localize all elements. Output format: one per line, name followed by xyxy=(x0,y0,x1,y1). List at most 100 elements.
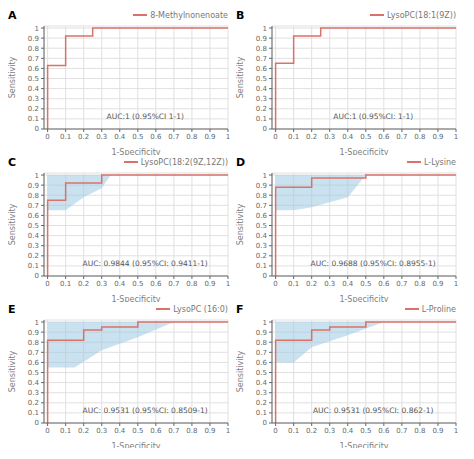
svg-text:0.1: 0.1 xyxy=(28,262,39,270)
svg-text:0: 0 xyxy=(45,133,49,141)
svg-text:0.5: 0.5 xyxy=(132,280,143,288)
svg-text:0.2: 0.2 xyxy=(78,427,89,435)
svg-text:0.5: 0.5 xyxy=(28,369,39,377)
svg-text:0.3: 0.3 xyxy=(256,242,267,250)
svg-text:0.2: 0.2 xyxy=(28,105,39,113)
svg-text:0: 0 xyxy=(45,427,49,435)
svg-text:0.9: 0.9 xyxy=(28,35,39,43)
svg-text:0: 0 xyxy=(263,125,267,133)
svg-text:0.3: 0.3 xyxy=(324,427,335,435)
svg-text:1: 1 xyxy=(454,427,458,435)
svg-text:0.5: 0.5 xyxy=(256,222,267,230)
svg-text:0.6: 0.6 xyxy=(150,133,162,141)
svg-text:0.8: 0.8 xyxy=(28,192,39,200)
svg-text:0.7: 0.7 xyxy=(396,133,407,141)
svg-text:1: 1 xyxy=(263,25,267,33)
svg-text:0.7: 0.7 xyxy=(256,55,267,63)
svg-text:0.2: 0.2 xyxy=(306,280,317,288)
svg-text:0.7: 0.7 xyxy=(256,202,267,210)
svg-text:0.2: 0.2 xyxy=(28,399,39,407)
svg-text:0: 0 xyxy=(45,280,49,288)
svg-text:0.6: 0.6 xyxy=(378,280,390,288)
svg-text:0.1: 0.1 xyxy=(60,133,71,141)
svg-text:0.8: 0.8 xyxy=(28,339,39,347)
svg-text:0.6: 0.6 xyxy=(150,280,162,288)
svg-text:0.5: 0.5 xyxy=(28,75,39,83)
svg-text:0.2: 0.2 xyxy=(78,280,89,288)
svg-text:0.9: 0.9 xyxy=(432,280,443,288)
svg-text:0: 0 xyxy=(35,272,39,280)
svg-text:0.1: 0.1 xyxy=(256,262,267,270)
svg-text:0.2: 0.2 xyxy=(306,133,317,141)
svg-text:0.7: 0.7 xyxy=(168,133,179,141)
svg-text:0.7: 0.7 xyxy=(28,349,39,357)
svg-text:0.7: 0.7 xyxy=(256,349,267,357)
svg-text:0: 0 xyxy=(273,280,277,288)
svg-text:0.1: 0.1 xyxy=(256,409,267,417)
svg-text:0: 0 xyxy=(273,133,277,141)
svg-text:0: 0 xyxy=(263,419,267,427)
svg-text:0.7: 0.7 xyxy=(28,55,39,63)
svg-text:0.2: 0.2 xyxy=(78,133,89,141)
svg-text:0.9: 0.9 xyxy=(256,182,267,190)
svg-text:0.8: 0.8 xyxy=(256,45,267,53)
svg-text:0.6: 0.6 xyxy=(28,359,40,367)
svg-text:0.6: 0.6 xyxy=(378,427,390,435)
svg-text:0.8: 0.8 xyxy=(28,45,39,53)
svg-text:1: 1 xyxy=(454,133,458,141)
svg-text:0.3: 0.3 xyxy=(324,133,335,141)
svg-text:0.4: 0.4 xyxy=(256,232,268,240)
svg-text:0.6: 0.6 xyxy=(150,427,162,435)
svg-text:0.3: 0.3 xyxy=(28,95,39,103)
svg-text:Sensitivity: Sensitivity xyxy=(236,350,245,392)
svg-text:0.9: 0.9 xyxy=(28,182,39,190)
svg-text:0.4: 0.4 xyxy=(342,427,354,435)
svg-text:0.4: 0.4 xyxy=(114,280,126,288)
svg-text:1: 1 xyxy=(454,280,458,288)
svg-text:0.5: 0.5 xyxy=(256,75,267,83)
svg-text:0.3: 0.3 xyxy=(256,389,267,397)
svg-text:0: 0 xyxy=(35,419,39,427)
svg-text:0.6: 0.6 xyxy=(28,212,40,220)
svg-text:0.4: 0.4 xyxy=(28,232,40,240)
svg-text:0.1: 0.1 xyxy=(256,115,267,123)
svg-text:0.2: 0.2 xyxy=(256,105,267,113)
svg-text:1: 1 xyxy=(35,172,39,180)
svg-text:0.7: 0.7 xyxy=(396,280,407,288)
svg-text:0.8: 0.8 xyxy=(186,280,197,288)
svg-text:1: 1 xyxy=(35,25,39,33)
svg-text:0.4: 0.4 xyxy=(342,133,354,141)
svg-text:1-Specificity: 1-Specificity xyxy=(111,295,160,302)
svg-text:0.9: 0.9 xyxy=(432,427,443,435)
svg-text:0.5: 0.5 xyxy=(360,133,371,141)
svg-text:0.8: 0.8 xyxy=(414,133,425,141)
svg-text:0.8: 0.8 xyxy=(414,427,425,435)
svg-text:0.1: 0.1 xyxy=(28,115,39,123)
svg-text:1-Specificity: 1-Specificity xyxy=(111,442,160,448)
svg-text:0.9: 0.9 xyxy=(204,280,215,288)
svg-text:1: 1 xyxy=(35,319,39,327)
svg-text:1-Specificity: 1-Specificity xyxy=(111,148,160,155)
svg-text:0.7: 0.7 xyxy=(168,280,179,288)
svg-text:0.6: 0.6 xyxy=(28,65,40,73)
svg-text:0.9: 0.9 xyxy=(256,329,267,337)
svg-text:0.4: 0.4 xyxy=(256,379,268,387)
svg-text:1: 1 xyxy=(226,133,230,141)
svg-text:0.1: 0.1 xyxy=(288,133,299,141)
svg-text:0.6: 0.6 xyxy=(256,359,268,367)
svg-text:0.5: 0.5 xyxy=(360,280,371,288)
svg-text:0: 0 xyxy=(263,272,267,280)
svg-text:1: 1 xyxy=(226,280,230,288)
svg-text:0.3: 0.3 xyxy=(28,242,39,250)
svg-text:0.9: 0.9 xyxy=(204,427,215,435)
svg-text:0.2: 0.2 xyxy=(256,252,267,260)
svg-text:0: 0 xyxy=(35,125,39,133)
svg-text:1-Specificity: 1-Specificity xyxy=(339,148,388,155)
svg-text:0.8: 0.8 xyxy=(186,427,197,435)
svg-text:0.1: 0.1 xyxy=(28,409,39,417)
svg-text:0.3: 0.3 xyxy=(28,389,39,397)
svg-text:0.7: 0.7 xyxy=(28,202,39,210)
svg-text:0.3: 0.3 xyxy=(96,280,107,288)
svg-text:0.7: 0.7 xyxy=(396,427,407,435)
svg-text:0.5: 0.5 xyxy=(360,427,371,435)
